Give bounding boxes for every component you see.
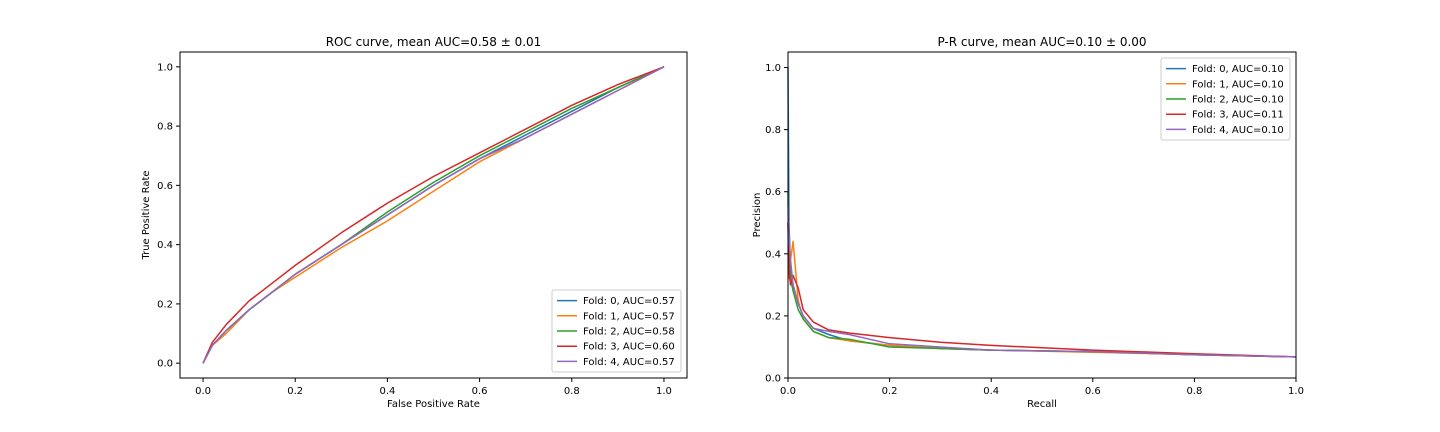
roc-x-tick-label: 1.0: [656, 386, 672, 397]
pr-x-tick-label: 0.0: [780, 386, 796, 397]
pr-x-tick-label: 0.2: [882, 386, 898, 397]
pr-legend-label-1: Fold: 1, AUC=0.10: [1192, 79, 1284, 90]
roc-y-tick-label: 0.4: [157, 240, 173, 251]
pr-chart: P-R curve, mean AUC=0.10 ± 0.00 Recall P…: [752, 35, 1304, 410]
roc-y-axis-label: True Positive Rate: [141, 170, 152, 260]
roc-x-tick-label: 0.8: [564, 386, 580, 397]
roc-y-tick-label: 0.0: [157, 359, 173, 370]
roc-x-tick-label: 0.4: [379, 386, 395, 397]
pr-x-tick-label: 0.6: [1085, 386, 1101, 397]
roc-legend-label-4: Fold: 4, AUC=0.57: [583, 357, 675, 368]
pr-legend-label-2: Fold: 2, AUC=0.10: [1192, 95, 1284, 106]
roc-legend-label-2: Fold: 2, AUC=0.58: [583, 327, 675, 338]
pr-x-tick-label: 0.8: [1186, 386, 1202, 397]
pr-series-line-2: [787, 191, 1297, 358]
pr-series-line-1: [787, 222, 1297, 358]
pr-series-line-3: [787, 222, 1297, 358]
roc-plot-area: [202, 66, 665, 364]
pr-legend-label-4: Fold: 4, AUC=0.10: [1192, 125, 1284, 136]
pr-y-tick-label: 0.4: [765, 249, 781, 260]
pr-x-tick-label: 0.4: [983, 386, 999, 397]
roc-y-tick-label: 0.6: [157, 181, 173, 192]
pr-x-tick-label: 1.0: [1288, 386, 1304, 397]
pr-y-tick-label: 0.6: [765, 187, 781, 198]
roc-x-axis-label: False Positive Rate: [387, 399, 480, 410]
roc-legend-label-3: Fold: 3, AUC=0.60: [583, 342, 675, 353]
pr-y-tick-label: 0.0: [765, 374, 781, 385]
roc-series-line-3: [202, 66, 665, 364]
roc-legend: Fold: 0, AUC=0.57 Fold: 1, AUC=0.57 Fold: …: [551, 289, 682, 373]
pr-chart-title: P-R curve, mean AUC=0.10 ± 0.00: [937, 35, 1146, 49]
roc-legend-label-0: Fold: 0, AUC=0.57: [583, 296, 675, 307]
roc-y-tick-label: 0.8: [157, 122, 173, 133]
roc-axes-frame: [179, 51, 688, 379]
roc-legend-label-1: Fold: 1, AUC=0.57: [583, 311, 675, 322]
pr-y-tick-label: 1.0: [765, 63, 781, 74]
pr-legend: Fold: 0, AUC=0.10 Fold: 1, AUC=0.10 Fold: …: [1160, 57, 1291, 141]
pr-y-tick-label: 0.8: [765, 125, 781, 136]
roc-x-tick-label: 0.2: [287, 386, 303, 397]
pr-series-line-4: [787, 200, 1297, 358]
pr-legend-label-3: Fold: 3, AUC=0.11: [1192, 110, 1284, 121]
pr-y-axis-label: Precision: [752, 193, 763, 238]
pr-y-tick-label: 0.2: [765, 311, 781, 322]
pr-x-axis-label: Recall: [1027, 399, 1057, 410]
roc-legend-box: [551, 289, 682, 373]
roc-series-line-4: [202, 66, 665, 364]
roc-y-tick-label: 0.2: [157, 299, 173, 310]
pr-legend-box: [1160, 57, 1291, 141]
roc-y-tick-label: 1.0: [157, 62, 173, 73]
pr-legend-label-0: Fold: 0, AUC=0.10: [1192, 64, 1284, 75]
roc-chart: ROC curve, mean AUC=0.58 ± 0.01 False Po…: [141, 35, 688, 410]
pr-axes-frame: [787, 51, 1297, 379]
roc-chart-title: ROC curve, mean AUC=0.58 ± 0.01: [326, 35, 542, 49]
roc-x-tick-label: 0.6: [472, 386, 488, 397]
pr-plot-area: [787, 67, 1297, 358]
roc-x-tick-label: 0.0: [195, 386, 211, 397]
